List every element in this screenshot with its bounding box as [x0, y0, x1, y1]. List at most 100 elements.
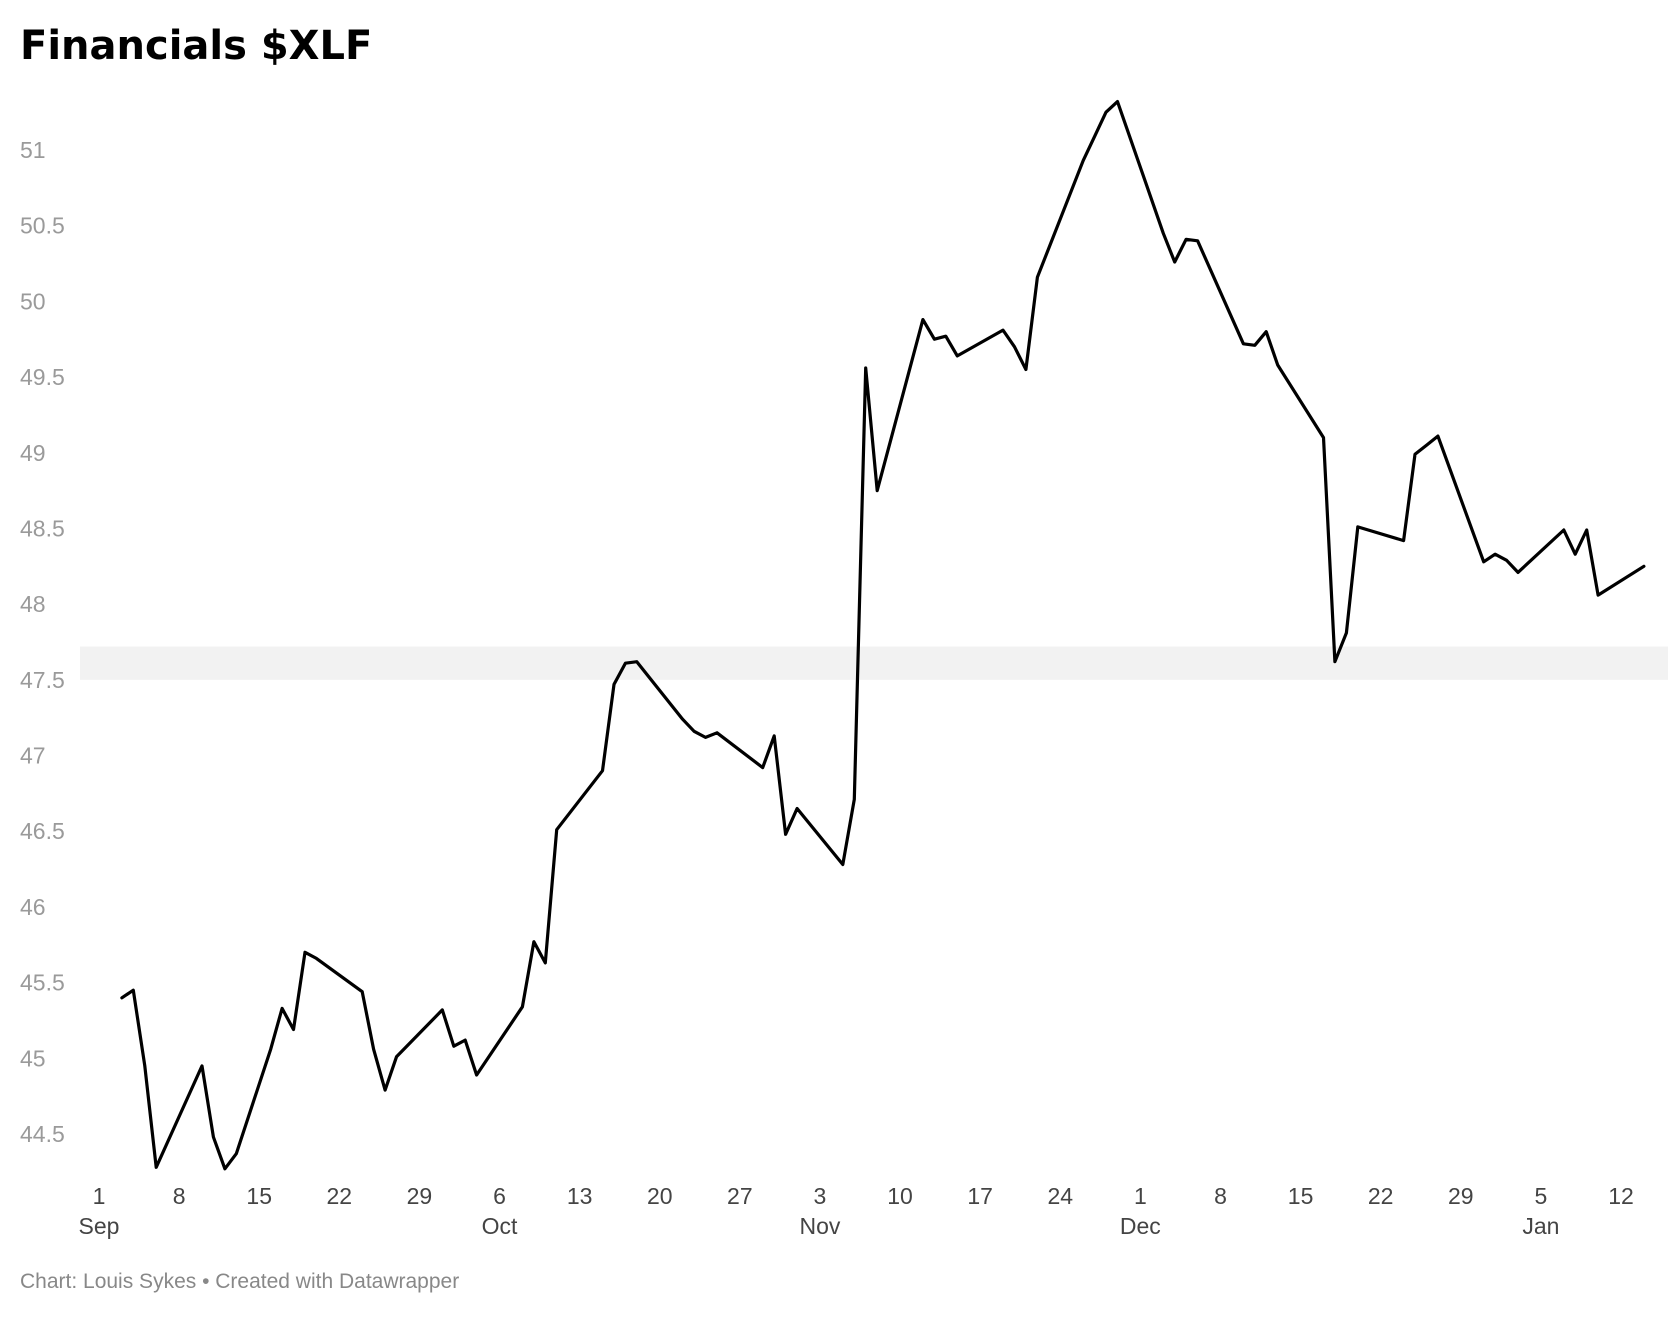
data-point — [1265, 330, 1268, 333]
data-point — [1402, 539, 1405, 542]
data-point — [1253, 344, 1256, 347]
y-tick-label: 48.5 — [20, 515, 65, 541]
data-point — [796, 807, 799, 810]
data-point — [223, 1167, 226, 1170]
x-tick-label: 12 — [1608, 1183, 1634, 1209]
highlight-band — [80, 646, 1668, 680]
data-point — [1562, 528, 1565, 531]
data-point — [1024, 368, 1027, 371]
data-point — [773, 734, 776, 737]
data-point — [635, 660, 638, 663]
data-point — [1345, 631, 1348, 634]
data-point — [1105, 111, 1108, 114]
y-tick-label: 45.5 — [20, 970, 65, 996]
x-tick-label: 5 — [1534, 1183, 1547, 1209]
y-tick-label: 45 — [20, 1045, 46, 1071]
data-point — [521, 1005, 524, 1008]
data-point — [1185, 238, 1188, 241]
data-point — [544, 961, 547, 964]
y-tick-label: 51 — [20, 137, 46, 163]
chart-title: Financials $XLF — [20, 23, 373, 69]
data-point — [1414, 453, 1417, 456]
y-tick-label: 48 — [20, 591, 46, 617]
data-point — [315, 957, 318, 960]
data-point — [1585, 528, 1588, 531]
data-point — [624, 662, 627, 665]
x-month-label: Jan — [1522, 1213, 1559, 1239]
data-point — [956, 354, 959, 357]
data-point — [1356, 525, 1359, 528]
chart-credit: Chart: Louis Sykes • Created with Datawr… — [20, 1270, 460, 1293]
x-tick-label: 1 — [1134, 1183, 1147, 1209]
data-point — [1173, 261, 1176, 264]
x-tick-label: 1 — [93, 1183, 106, 1209]
data-points — [120, 100, 1645, 1170]
data-point — [212, 1136, 215, 1139]
data-point — [1093, 135, 1096, 138]
data-point — [555, 828, 558, 831]
data-point — [601, 769, 604, 772]
data-point — [452, 1045, 455, 1048]
data-point — [1436, 435, 1439, 438]
data-point — [864, 366, 867, 369]
data-point — [441, 1008, 444, 1011]
x-tick-label: 13 — [567, 1183, 593, 1209]
data-point — [132, 989, 135, 992]
data-point — [1482, 560, 1485, 563]
data-point — [1494, 553, 1497, 556]
x-tick-label: 17 — [967, 1183, 993, 1209]
data-point — [1162, 232, 1165, 235]
data-point — [475, 1073, 478, 1076]
data-point — [1116, 100, 1119, 103]
x-tick-label: 24 — [1047, 1183, 1073, 1209]
x-tick-label: 8 — [173, 1183, 186, 1209]
data-point — [715, 731, 718, 734]
data-point — [155, 1166, 158, 1169]
data-point — [303, 951, 306, 954]
x-tick-label: 15 — [1288, 1183, 1314, 1209]
data-point — [921, 318, 924, 321]
x-axis-ticks: 1 Sep 8 15 22 29 6 Oct 13 20 27 3 Nov 10 17 24 1 Dec 8 15 22… — [79, 1183, 1634, 1239]
y-axis-ticks: 44.5 45 45.5 46 46.5 47 47.5 48 48.5 49 49.5 50 50.5… — [20, 137, 65, 1147]
data-point — [1642, 565, 1645, 568]
data-point — [853, 798, 856, 801]
y-tick-label: 46 — [20, 894, 46, 920]
data-point — [1242, 342, 1245, 345]
x-tick-label: 22 — [1368, 1183, 1394, 1209]
data-point — [235, 1152, 238, 1155]
data-point — [532, 940, 535, 943]
y-tick-label: 46.5 — [20, 818, 65, 844]
data-point — [612, 683, 615, 686]
data-point — [1574, 553, 1577, 556]
data-point — [1505, 559, 1508, 562]
data-point — [876, 489, 879, 492]
data-point — [281, 1007, 284, 1010]
data-point — [1425, 444, 1428, 447]
y-tick-label: 44.5 — [20, 1121, 65, 1147]
data-point — [841, 863, 844, 866]
data-point — [372, 1048, 375, 1051]
data-point — [1036, 276, 1039, 279]
data-point — [395, 1055, 398, 1058]
data-point — [292, 1028, 295, 1031]
data-point — [1276, 363, 1279, 366]
data-point — [1517, 571, 1520, 574]
data-point — [384, 1089, 387, 1092]
data-point — [784, 833, 787, 836]
x-tick-label: 20 — [647, 1183, 673, 1209]
data-point — [1322, 436, 1325, 439]
x-month-label: Dec — [1120, 1213, 1161, 1239]
data-point — [704, 736, 707, 739]
data-point — [681, 718, 684, 721]
data-point — [944, 335, 947, 338]
y-tick-label: 50 — [20, 288, 46, 314]
x-month-label: Oct — [482, 1213, 518, 1239]
data-point — [200, 1064, 203, 1067]
data-point — [1597, 594, 1600, 597]
x-tick-label: 8 — [1214, 1183, 1227, 1209]
x-tick-label: 22 — [327, 1183, 353, 1209]
data-point — [693, 730, 696, 733]
x-tick-label: 10 — [887, 1183, 913, 1209]
data-point — [1196, 239, 1199, 242]
